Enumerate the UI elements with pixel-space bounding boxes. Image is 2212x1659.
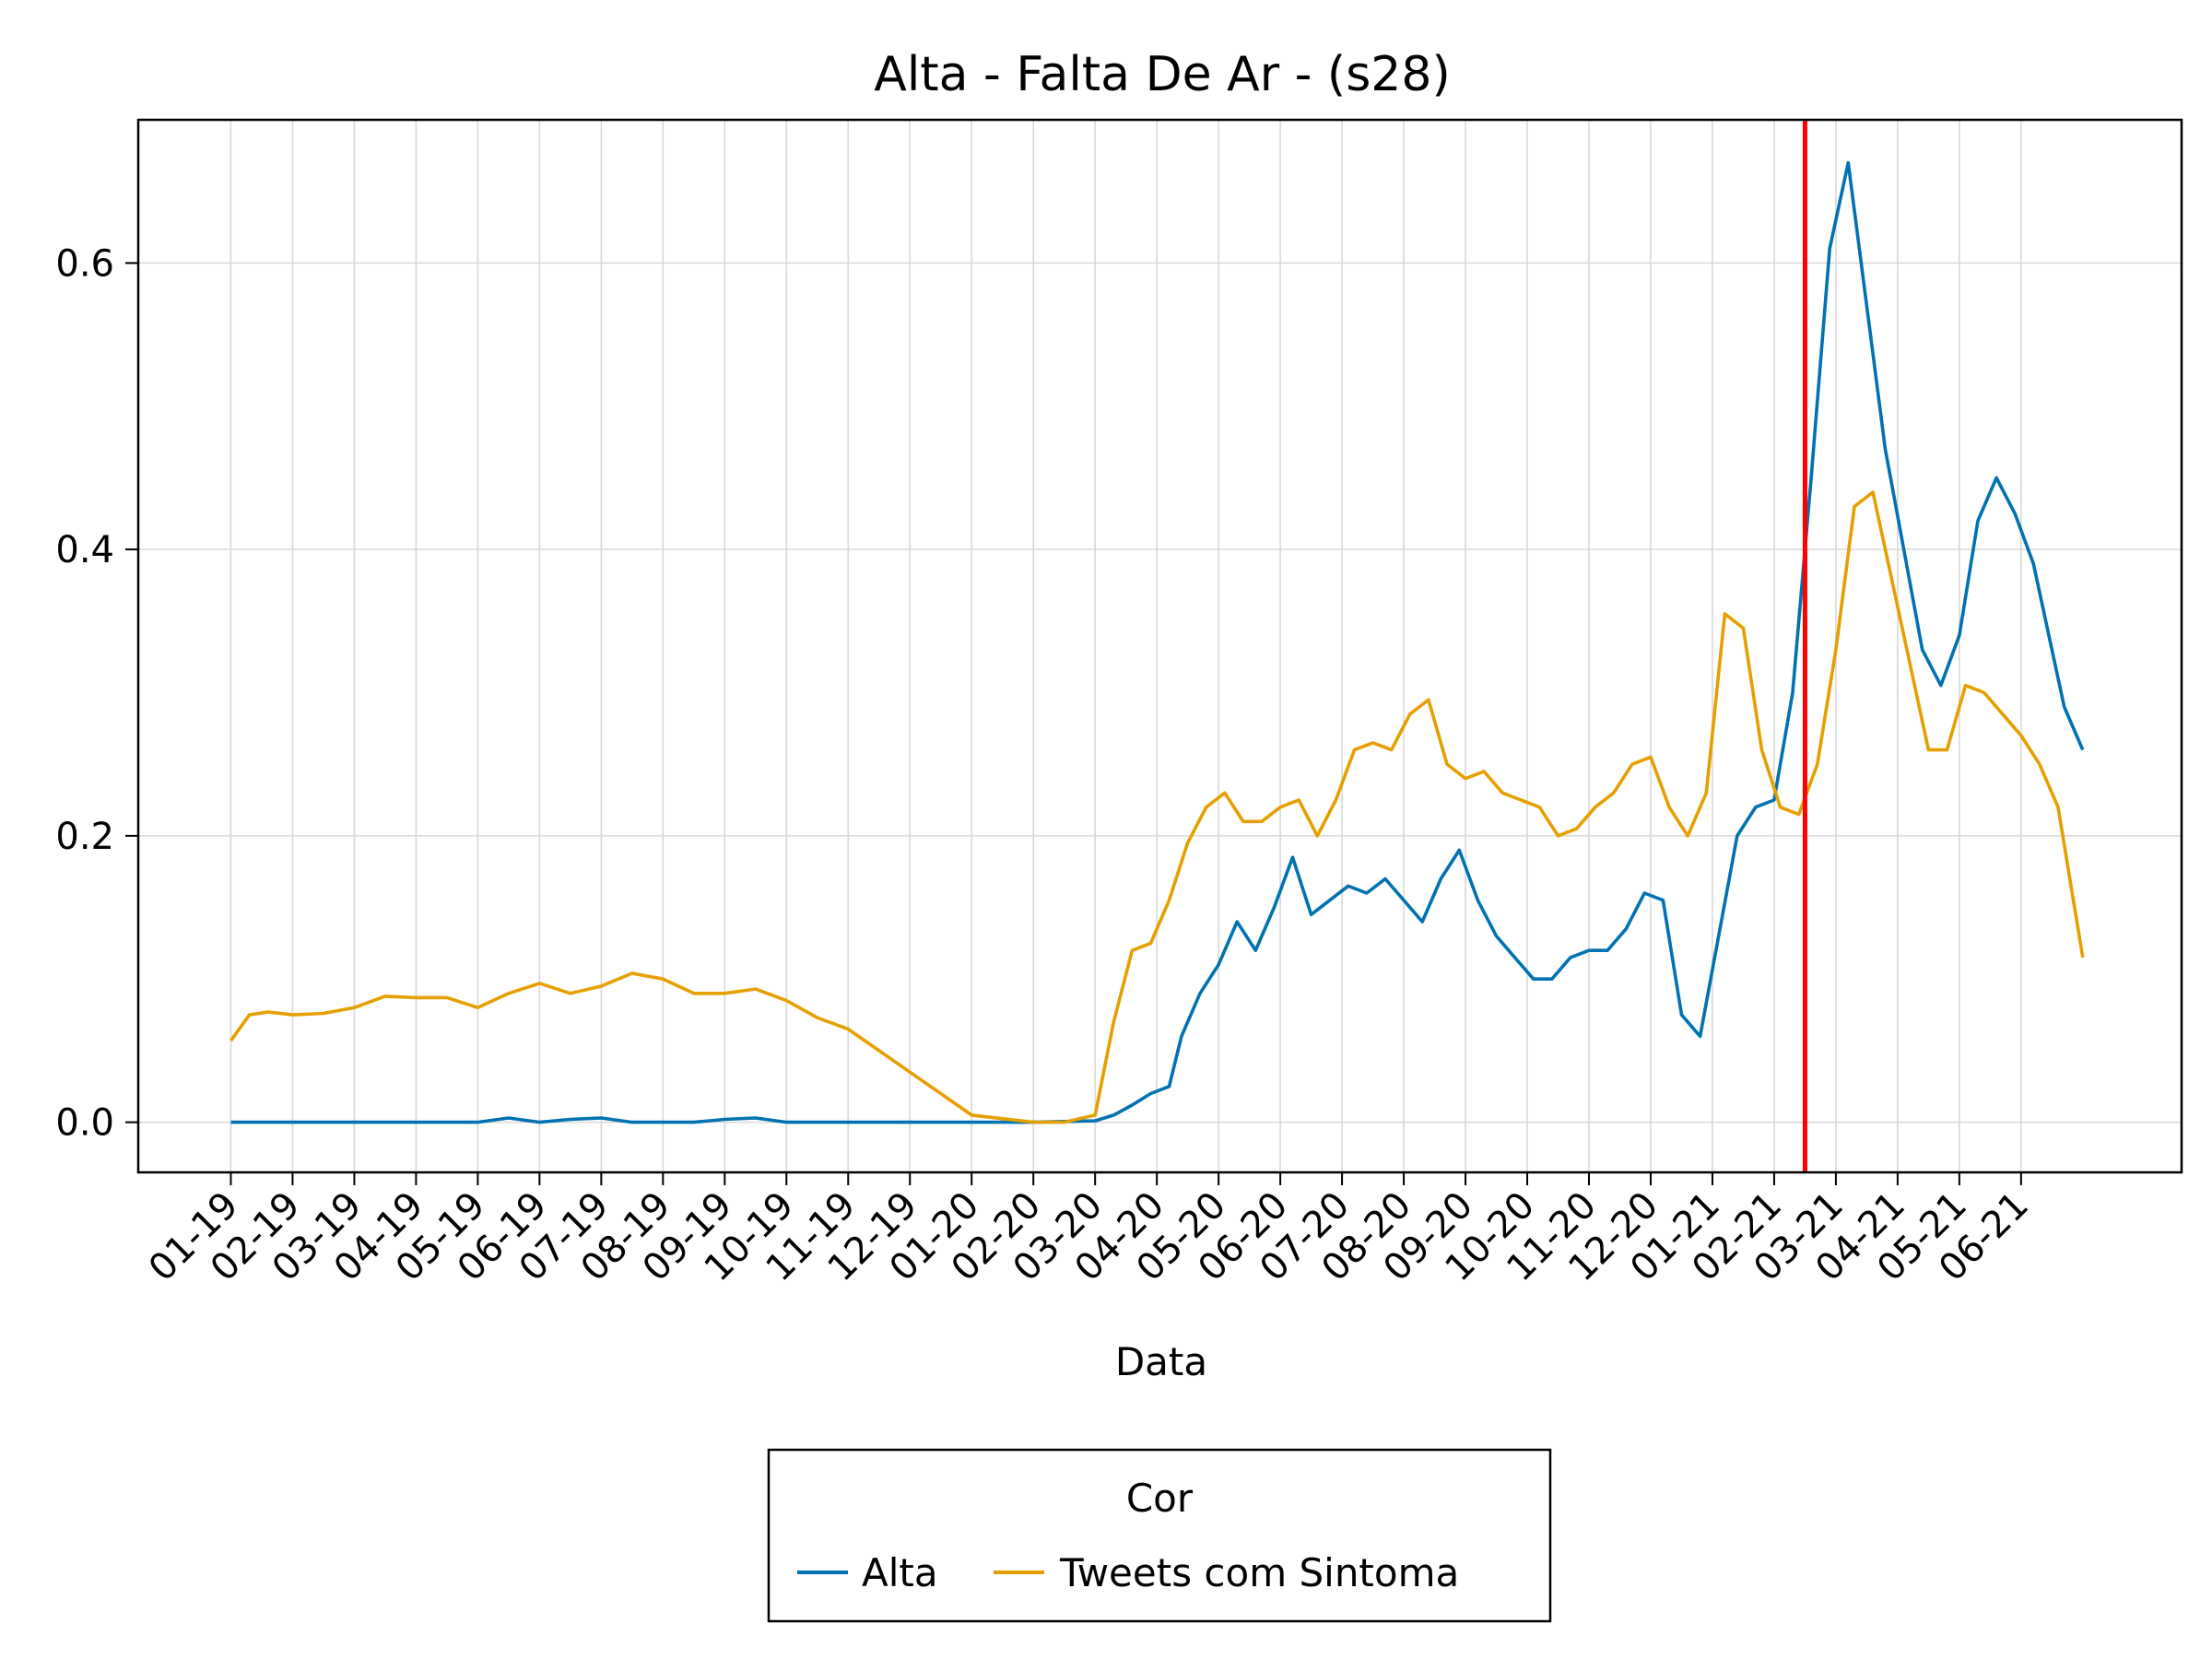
legend-label-tweets: Tweets com Sintoma bbox=[1059, 1550, 1459, 1595]
y-tick-label: 0.4 bbox=[55, 529, 114, 571]
series-layer bbox=[229, 160, 2085, 1124]
legend-label-alta: Alta bbox=[862, 1550, 938, 1595]
chart-title: Alta - Falta De Ar - (s28) bbox=[874, 47, 1451, 102]
x-axis-title: Data bbox=[1115, 1339, 1207, 1384]
y-axis-ticks: 0.0 0.2 0.4 0.6 bbox=[55, 242, 138, 1145]
series-line-tweets-com-sintoma bbox=[229, 490, 2085, 1124]
y-tick-label: 0.0 bbox=[55, 1102, 114, 1145]
plot-frame bbox=[136, 118, 2183, 1174]
series-line-alta bbox=[230, 160, 2085, 1124]
legend: Cor Alta Tweets com Sintoma bbox=[767, 1448, 1552, 1623]
legend-box bbox=[767, 1448, 1552, 1623]
y-tick-label: 0.6 bbox=[55, 242, 114, 285]
legend-title: Cor bbox=[1126, 1476, 1194, 1521]
y-tick-label: 0.2 bbox=[55, 816, 114, 858]
